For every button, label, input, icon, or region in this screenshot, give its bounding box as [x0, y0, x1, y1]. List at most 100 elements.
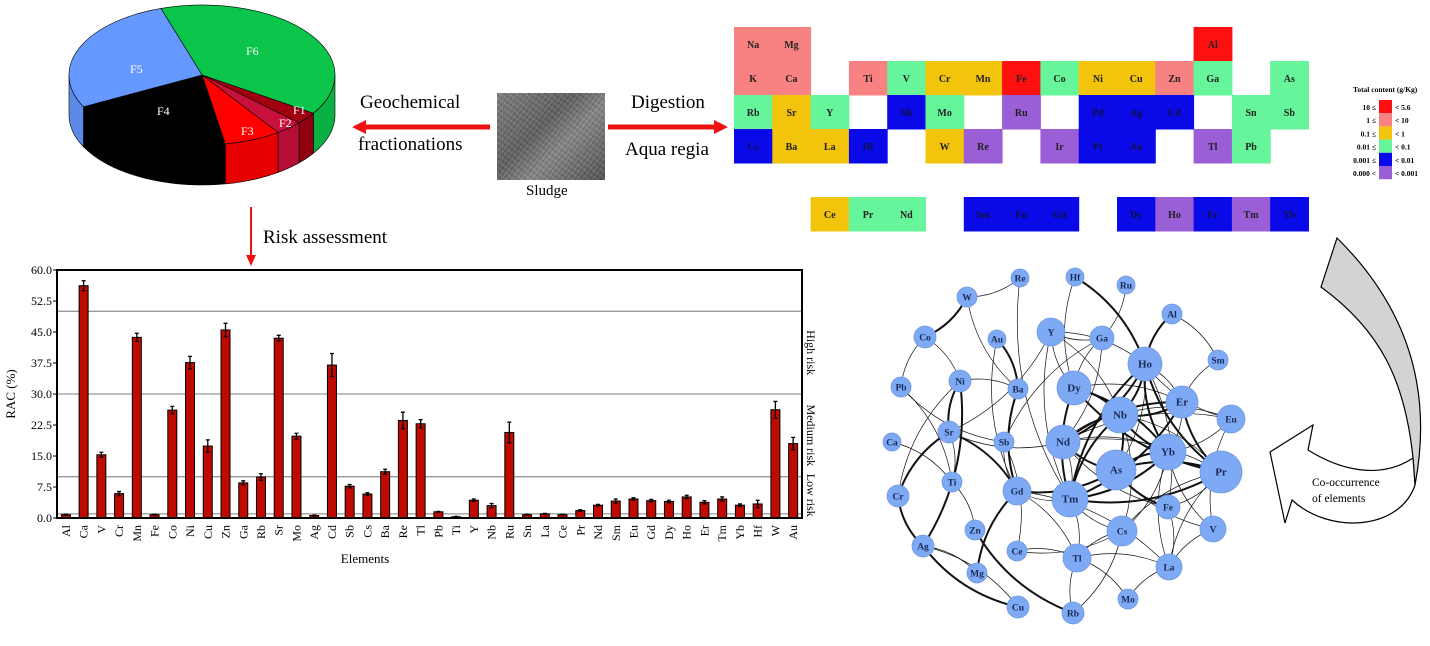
- node-nb: Nb: [1101, 396, 1139, 434]
- error-bar-tm: [720, 496, 725, 502]
- bar-cu: [202, 445, 213, 519]
- bar-ba: [380, 471, 391, 519]
- element-cell-v: V: [887, 61, 926, 96]
- element-symbol: Pd: [1092, 108, 1104, 119]
- node-label: Pr: [1215, 467, 1227, 479]
- bar-y: [468, 499, 479, 519]
- element-symbol: Eu: [1015, 210, 1028, 221]
- legend-high: < 0.01: [1395, 156, 1415, 165]
- node-pb: Pb: [890, 376, 912, 398]
- element-cell-bg: [1155, 197, 1195, 232]
- element-cell-bg: [1193, 61, 1233, 96]
- element-cell-bg: [1193, 129, 1233, 164]
- node-y: Y: [1036, 317, 1066, 347]
- error-bar-nb: [489, 502, 494, 509]
- y-tick-label: 60.0: [31, 263, 52, 277]
- node-al: Al: [1161, 303, 1183, 325]
- node-circle: [1199, 450, 1243, 494]
- node-tm: Tm: [1051, 480, 1089, 518]
- node-label: Tl: [1073, 555, 1082, 565]
- x-tick-label: Sr: [272, 525, 286, 536]
- fractionation-arrow: [352, 120, 490, 134]
- element-cell-fe: Fe: [1002, 61, 1041, 96]
- element-cell-y: Y: [810, 95, 850, 130]
- legend-row: 0.1 ≤ < 1: [1361, 126, 1405, 140]
- element-symbol: Pr: [863, 210, 874, 221]
- x-tick-label: Eu: [626, 525, 640, 538]
- total-content-legend: Total content (g/Kg) 10 ≤ < 5.61 ≤ < 100.1…: [1353, 85, 1418, 180]
- element-symbol: Hf: [862, 142, 874, 153]
- node-circle: [1149, 433, 1187, 471]
- element-cell-bg: [772, 61, 812, 96]
- element-cell-bg: [810, 95, 850, 130]
- error-bar-cu: [205, 439, 210, 453]
- element-cell-bg: [1117, 197, 1156, 232]
- node-label: Cs: [1117, 528, 1128, 538]
- error-bar-pr: [578, 509, 583, 513]
- bar-w: [770, 409, 781, 519]
- node-circle: [948, 369, 972, 393]
- element-cell-bg: [963, 61, 1003, 96]
- bar-rb: [255, 476, 266, 519]
- element-symbol: Ga: [1206, 74, 1219, 85]
- node-re: Re: [1010, 268, 1030, 288]
- node-circle: [1065, 267, 1085, 287]
- error-bar-ba: [383, 468, 388, 475]
- error-bar-sn: [525, 513, 530, 516]
- bar-tm: [717, 498, 728, 519]
- risk-label: Medium risk: [804, 404, 818, 466]
- risk-label: High risk: [804, 330, 818, 375]
- x-tick-label: Tl: [414, 524, 428, 535]
- x-tick-label: W: [768, 524, 782, 536]
- element-cell-bg: [1231, 129, 1271, 164]
- node-cr: Cr: [886, 484, 910, 508]
- element-cell-pd: Pd: [1078, 95, 1118, 130]
- element-symbol: Pb: [1245, 142, 1257, 153]
- element-cell-bg: [772, 27, 812, 62]
- error-bar-cs: [365, 492, 370, 496]
- legend-high: < 1: [1395, 129, 1405, 138]
- bar-re: [397, 419, 408, 519]
- node-zn: Zn: [964, 519, 986, 541]
- element-symbol: Co: [1053, 74, 1065, 85]
- error-bar-eu: [631, 497, 636, 501]
- x-tick-label: Co: [165, 525, 179, 539]
- element-cell-na: Na: [734, 27, 773, 62]
- element-cell-bg: [1078, 61, 1118, 96]
- element-symbol: La: [824, 142, 836, 153]
- x-tick-label: Cu: [201, 525, 215, 539]
- element-cell-bg: [1231, 197, 1271, 232]
- node-gd: Gd: [1002, 476, 1032, 506]
- element-cell-gd: Gd: [1040, 197, 1080, 232]
- legend-low: 0.01 ≤: [1357, 143, 1376, 152]
- error-bar-zn: [223, 322, 228, 338]
- edge-gd-la: [1016, 490, 1170, 568]
- element-cell-bg: [925, 95, 965, 130]
- error-bar-w: [773, 400, 778, 419]
- error-bar-er: [702, 499, 707, 505]
- legend-low: 0.001 ≤: [1353, 156, 1376, 165]
- element-symbol: Ag: [1130, 108, 1142, 119]
- node-er: Er: [1165, 385, 1199, 419]
- node-label: Mo: [1121, 596, 1135, 606]
- bar-mn: [131, 336, 142, 519]
- element-cell-er: Er: [1193, 197, 1233, 232]
- pie-label-f2: F2: [279, 116, 292, 130]
- node-label: V: [1210, 526, 1217, 536]
- edge-au-gd: [991, 338, 1018, 492]
- x-tick-label: Au: [786, 525, 800, 540]
- node-label: Ce: [1011, 548, 1022, 558]
- element-cell-bg: [1117, 95, 1156, 130]
- pie-label-f6: F6: [246, 44, 259, 58]
- x-tick-label: Rb: [254, 525, 268, 539]
- element-cell-bg: [772, 129, 812, 164]
- element-cell-bg: [1270, 197, 1309, 232]
- bar-au: [788, 443, 799, 519]
- node-circle: [1051, 480, 1089, 518]
- element-cell-bg: [1193, 197, 1233, 232]
- element-cell-rb: Rb: [734, 95, 773, 130]
- node-circle: [1161, 303, 1183, 325]
- element-cell-bg: [1040, 61, 1080, 96]
- element-cell-bg: [925, 61, 965, 96]
- element-cell-pt: Pt: [1078, 129, 1118, 164]
